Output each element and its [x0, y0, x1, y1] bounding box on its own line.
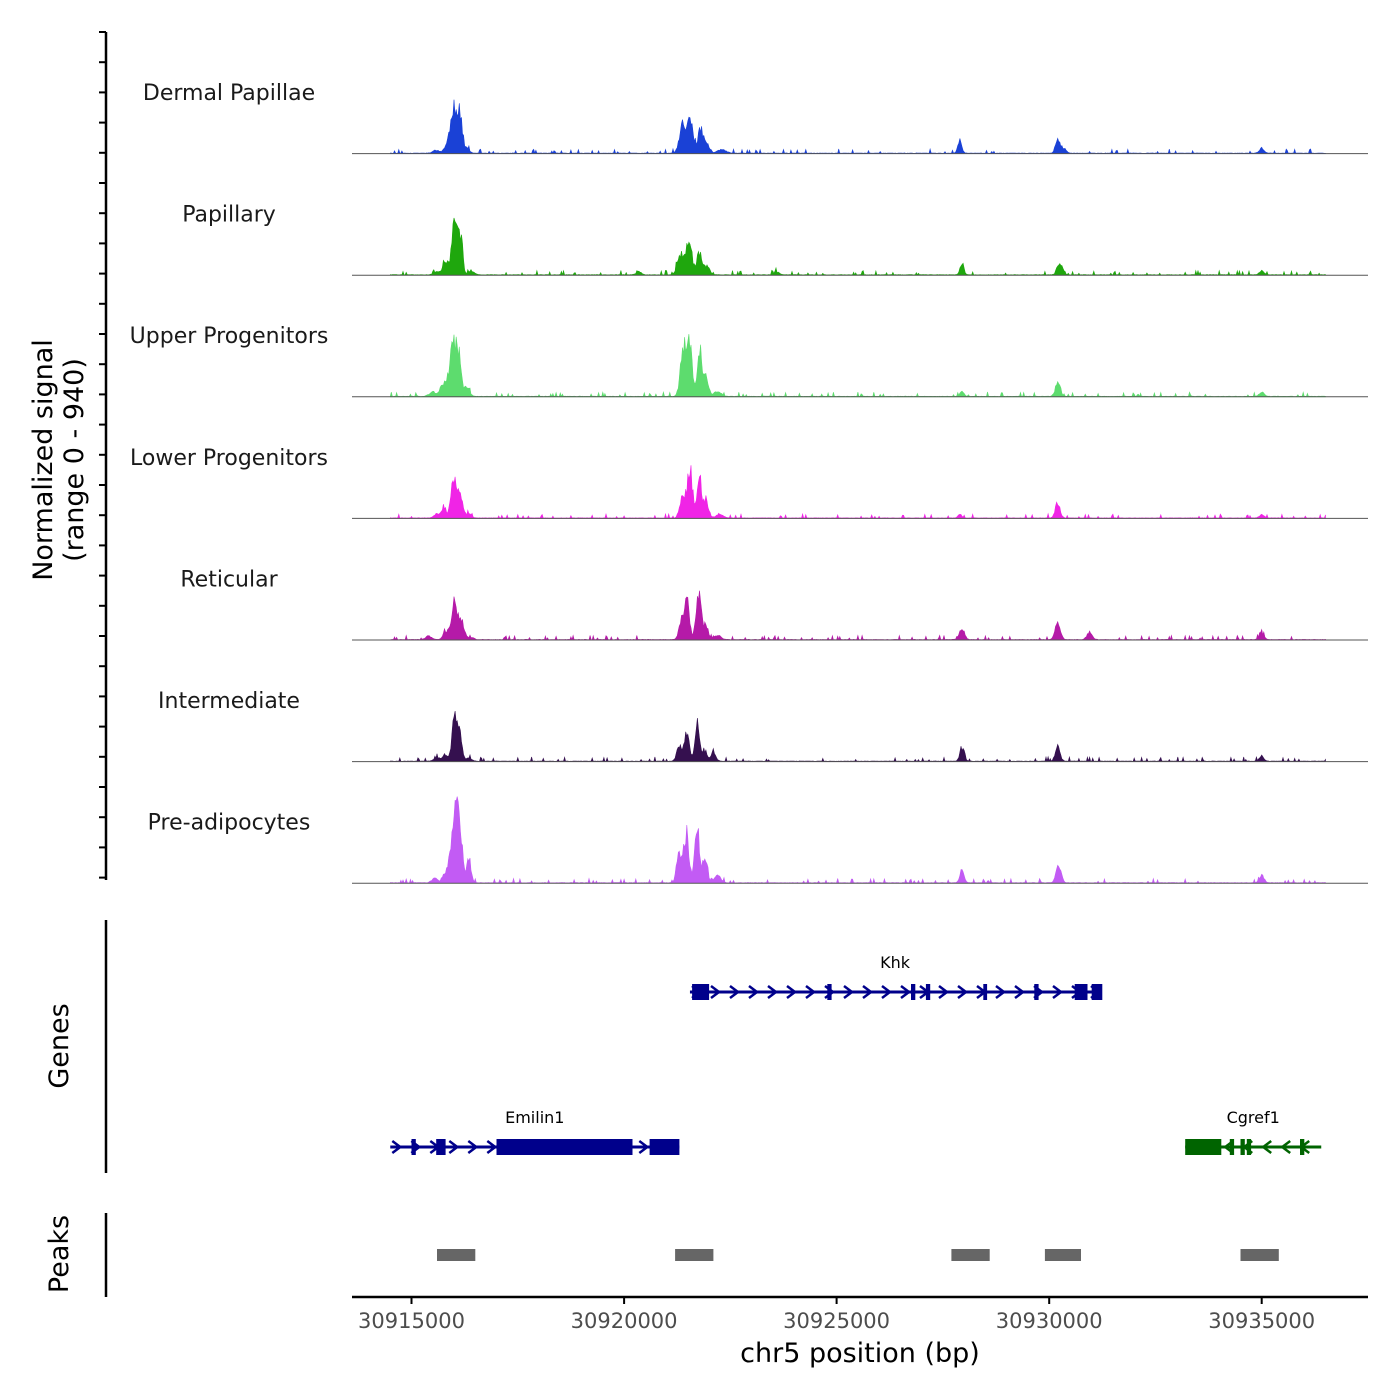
- gene-exon: [983, 984, 988, 1000]
- x-tick-label: 30930000: [996, 1309, 1103, 1333]
- strand-arrow-icon: [1261, 1140, 1272, 1154]
- gene-emilin1: Emilin1: [390, 1108, 680, 1155]
- peak-region: [951, 1249, 990, 1261]
- signal-tracks: Dermal Papillae Papillary Upper Progenitor…: [130, 81, 1368, 884]
- genes-panel-title: Genes: [44, 1003, 75, 1088]
- strand-arrow-icon: [486, 1140, 498, 1154]
- strand-arrow-icon: [729, 985, 741, 999]
- track-label: Dermal Papillae: [143, 81, 315, 106]
- signal-area: [390, 334, 1326, 398]
- y-axis-title-line1: Normalized signal: [28, 339, 59, 581]
- strand-arrow-icon: [448, 1140, 460, 1154]
- strand-arrow-icon: [710, 985, 722, 999]
- gene-exon: [911, 984, 916, 1000]
- track-pre-adipocytes: Pre-adipocytes: [148, 796, 1368, 884]
- x-tick-label: 30920000: [571, 1309, 678, 1333]
- gene-exon: [411, 1139, 416, 1155]
- signal-area: [390, 217, 1326, 276]
- track-label: Upper Progenitors: [130, 324, 329, 349]
- gene-exon: [925, 984, 931, 1000]
- track-label: Pre-adipocytes: [148, 811, 311, 836]
- strand-arrow-icon: [638, 1140, 650, 1154]
- peak-region: [1240, 1249, 1279, 1261]
- x-tick-label: 30915000: [358, 1309, 465, 1333]
- strand-arrow-icon: [391, 1140, 403, 1154]
- peak-region: [437, 1249, 476, 1261]
- signal-area: [390, 796, 1326, 884]
- track-papillary: Papillary: [182, 203, 1368, 276]
- x-tick-label: 30925000: [783, 1309, 890, 1333]
- strand-arrow-icon: [786, 985, 798, 999]
- x-axis-layer: 30915000 30920000 30925000 30930000 30935000: [352, 1295, 1368, 1333]
- track-upper-progenitors: Upper Progenitors: [130, 324, 1368, 398]
- gene-exon: [1246, 1139, 1252, 1155]
- y-axis-layer: [99, 31, 108, 1297]
- gene-exon: [436, 1139, 446, 1155]
- genes-panel: Emilin1 Khk Cgref1: [390, 953, 1322, 1155]
- gene-label: Khk: [880, 953, 911, 972]
- strand-arrow-icon: [862, 985, 874, 999]
- y-axis-title-line2: (range 0 - 940): [59, 358, 90, 562]
- gene-exon: [1229, 1139, 1235, 1155]
- strand-arrow-icon: [1280, 1140, 1291, 1154]
- gene-exon: [649, 1139, 680, 1155]
- strand-arrow-icon: [881, 985, 893, 999]
- gene-khk: Khk: [689, 953, 1103, 1000]
- x-tick-label: 30935000: [1208, 1309, 1315, 1333]
- strand-arrow-icon: [805, 985, 817, 999]
- signal-area: [390, 710, 1326, 763]
- signal-area: [390, 465, 1326, 519]
- strand-arrow-icon: [1014, 985, 1026, 999]
- track-dermal-papillae: Dermal Papillae: [143, 81, 1368, 155]
- strand-arrow-icon: [900, 985, 912, 999]
- track-label: Papillary: [182, 203, 276, 228]
- gene-exon: [1300, 1139, 1305, 1155]
- gene-exon: [1240, 1139, 1245, 1155]
- strand-arrow-icon: [957, 985, 969, 999]
- gene-cgref1: Cgref1: [1185, 1108, 1322, 1155]
- gene-exon: [496, 1139, 633, 1155]
- track-reticular: Reticular: [180, 567, 1368, 641]
- gene-label: Emilin1: [505, 1108, 564, 1127]
- gene-label: Cgref1: [1227, 1108, 1280, 1127]
- strand-arrow-icon: [748, 985, 760, 999]
- track-intermediate: Intermediate: [158, 689, 1368, 763]
- track-label: Intermediate: [158, 689, 300, 714]
- strand-arrow-icon: [767, 985, 779, 999]
- gene-exon: [1074, 984, 1088, 1000]
- strand-arrow-icon: [938, 985, 950, 999]
- peak-region: [1044, 1249, 1081, 1261]
- strand-arrow-icon: [843, 985, 855, 999]
- peak-region: [675, 1249, 714, 1261]
- track-lower-progenitors: Lower Progenitors: [130, 446, 1368, 519]
- gene-exon: [1091, 984, 1103, 1000]
- peaks-panel-title: Peaks: [44, 1215, 75, 1293]
- strand-arrow-icon: [1052, 985, 1064, 999]
- signal-area: [390, 99, 1326, 155]
- peaks-panel: [437, 1249, 1279, 1261]
- gene-exon: [1034, 984, 1039, 1000]
- strand-arrow-icon: [995, 985, 1007, 999]
- gene-exon: [1185, 1139, 1222, 1155]
- signal-area: [390, 590, 1326, 641]
- x-axis-title: chr5 position (bp): [740, 1338, 980, 1369]
- gene-exon: [827, 984, 832, 1000]
- gene-exon: [692, 984, 710, 1000]
- track-label: Reticular: [180, 567, 278, 592]
- strand-arrow-icon: [467, 1140, 479, 1154]
- track-label: Lower Progenitors: [130, 446, 328, 471]
